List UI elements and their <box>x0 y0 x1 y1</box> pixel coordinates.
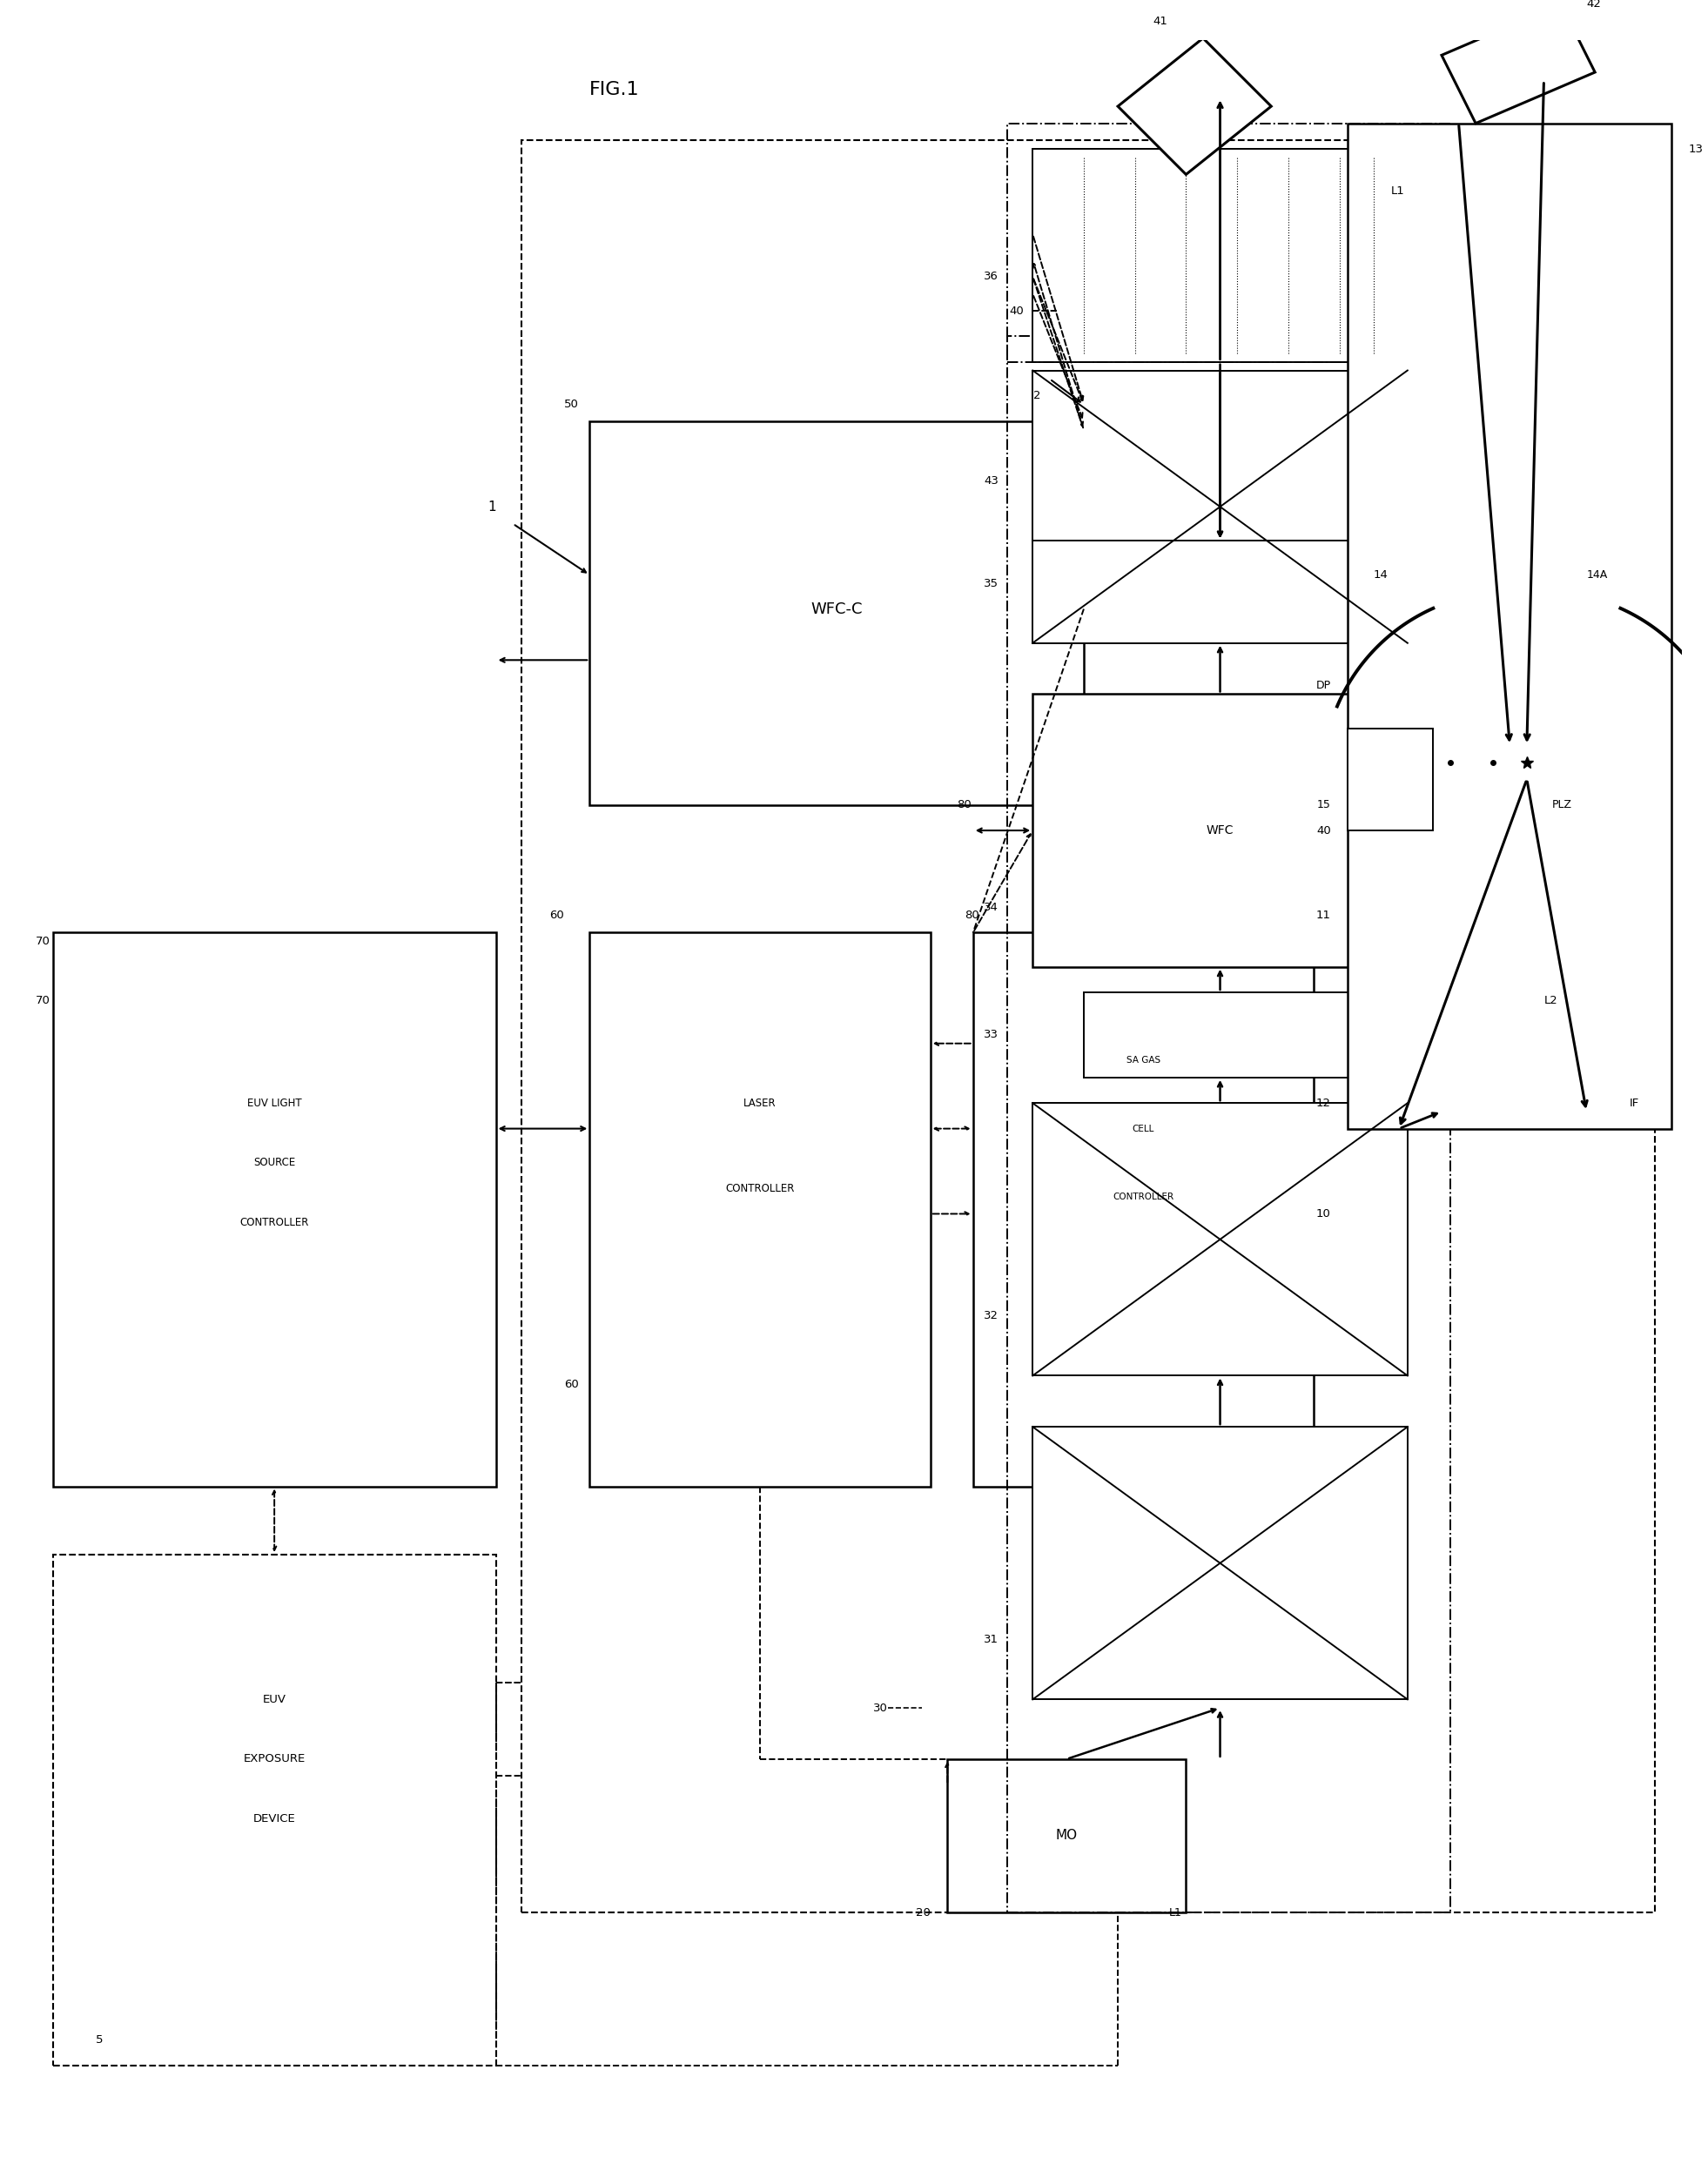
Text: LASER: LASER <box>743 1098 777 1109</box>
Polygon shape <box>1117 39 1271 175</box>
Text: 20: 20 <box>915 1907 931 1918</box>
Text: 10: 10 <box>1317 1208 1331 1219</box>
Bar <box>1033 149 1407 362</box>
Bar <box>53 1555 495 2066</box>
Bar <box>1033 371 1407 643</box>
Text: DEVICE: DEVICE <box>253 1814 295 1825</box>
Text: 34: 34 <box>984 902 999 912</box>
Bar <box>1033 1426 1407 1700</box>
Text: EUV: EUV <box>263 1693 287 1704</box>
Text: CONTROLLER: CONTROLLER <box>239 1217 309 1227</box>
Text: 33: 33 <box>984 1029 999 1040</box>
Text: WFC: WFC <box>1206 824 1233 837</box>
Text: 14A: 14A <box>1587 569 1607 580</box>
Text: 35: 35 <box>984 578 999 589</box>
Bar <box>589 932 931 1486</box>
Text: EUV LIGHT: EUV LIGHT <box>248 1098 302 1109</box>
Text: 41: 41 <box>1153 15 1168 26</box>
Text: IF: IF <box>1629 1098 1640 1109</box>
Bar <box>589 421 1085 805</box>
Text: MO: MO <box>1056 1829 1078 1842</box>
Bar <box>1008 336 1450 1913</box>
Text: 40: 40 <box>1317 824 1331 837</box>
Text: 2: 2 <box>1033 390 1042 401</box>
Text: 80: 80 <box>956 800 972 811</box>
Bar <box>948 1760 1185 1913</box>
Bar <box>1008 123 1450 362</box>
Text: 11: 11 <box>1317 910 1331 921</box>
Text: 60: 60 <box>550 910 564 921</box>
Text: L1: L1 <box>1168 1907 1182 1918</box>
Text: SOURCE: SOURCE <box>253 1156 295 1169</box>
Text: 5: 5 <box>96 2034 102 2045</box>
Text: PLZ: PLZ <box>1553 800 1573 811</box>
Text: FIG.1: FIG.1 <box>589 80 640 97</box>
Text: 32: 32 <box>984 1311 999 1322</box>
Text: 30: 30 <box>873 1702 888 1713</box>
Text: CONTROLLER: CONTROLLER <box>1114 1193 1173 1201</box>
Text: 70: 70 <box>36 994 51 1007</box>
Bar <box>1033 371 1407 541</box>
Polygon shape <box>1442 4 1595 123</box>
Text: DP: DP <box>1315 679 1331 690</box>
Text: SA GAS: SA GAS <box>1126 1057 1160 1066</box>
Bar <box>1033 695 1407 966</box>
Text: 80: 80 <box>965 910 979 921</box>
Text: CELL: CELL <box>1132 1124 1155 1132</box>
Text: 70: 70 <box>36 936 51 947</box>
Text: CONTROLLER: CONTROLLER <box>726 1182 794 1195</box>
Text: 43: 43 <box>984 475 999 487</box>
Bar <box>1348 123 1672 1128</box>
Text: WFC-C: WFC-C <box>811 602 863 617</box>
Text: L1: L1 <box>1390 186 1404 196</box>
Text: 60: 60 <box>564 1378 579 1389</box>
Text: 12: 12 <box>1317 1098 1331 1109</box>
Text: EXPOSURE: EXPOSURE <box>243 1754 306 1764</box>
Bar <box>1085 992 1356 1078</box>
Bar <box>521 140 1655 1913</box>
Text: 50: 50 <box>564 399 579 410</box>
Text: 13: 13 <box>1689 142 1703 155</box>
Bar <box>1033 1102 1407 1376</box>
Text: 36: 36 <box>984 272 999 283</box>
Text: 40: 40 <box>1009 304 1025 317</box>
Text: 14: 14 <box>1373 569 1389 580</box>
Bar <box>974 932 1313 1486</box>
Bar <box>53 932 495 1486</box>
Text: 42: 42 <box>1587 0 1600 11</box>
Text: 1: 1 <box>487 500 495 513</box>
Text: L2: L2 <box>1544 994 1558 1007</box>
Text: 15: 15 <box>1317 800 1331 811</box>
Bar <box>1348 729 1433 830</box>
Text: 31: 31 <box>984 1635 999 1646</box>
